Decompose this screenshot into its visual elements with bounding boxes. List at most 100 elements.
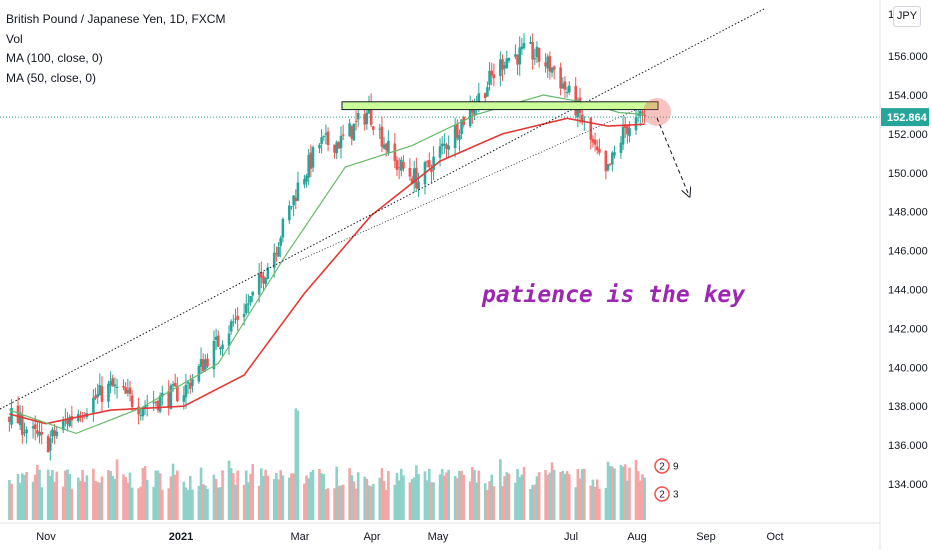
candle-body bbox=[8, 416, 11, 422]
ma100-line[interactable] bbox=[9, 117, 645, 425]
candle-body bbox=[477, 93, 481, 104]
volume-bar bbox=[167, 488, 171, 520]
volume-bar bbox=[145, 479, 149, 520]
candle-body bbox=[281, 219, 285, 238]
candle-body bbox=[167, 390, 171, 407]
candle-body bbox=[232, 321, 235, 323]
volume-bar bbox=[107, 470, 110, 520]
volume-bar bbox=[324, 489, 328, 520]
volume-bar bbox=[21, 473, 24, 520]
volume-bar bbox=[593, 486, 597, 520]
candle-body bbox=[113, 384, 117, 387]
candle-body bbox=[38, 431, 41, 436]
event-flag-icon[interactable] bbox=[654, 458, 670, 474]
volume-bar bbox=[156, 470, 160, 520]
volume-bar bbox=[94, 481, 97, 520]
candle-body bbox=[606, 164, 610, 171]
volume-bar bbox=[438, 474, 442, 520]
symbol-title[interactable]: British Pound / Japanese Yen, 1D, FXCM bbox=[6, 12, 226, 26]
event-flag-icon[interactable] bbox=[654, 486, 670, 502]
trend-line[interactable] bbox=[0, 8, 765, 410]
volume-bar bbox=[66, 469, 69, 520]
candle-body bbox=[100, 386, 104, 402]
candle-body bbox=[124, 387, 127, 394]
candle-body bbox=[499, 59, 502, 77]
ma100-indicator-label[interactable]: MA (100, close, 0) bbox=[6, 51, 103, 65]
volume-bar bbox=[186, 489, 190, 520]
volume-bar bbox=[311, 469, 315, 520]
candle-body bbox=[410, 178, 414, 185]
resistance-zone[interactable] bbox=[341, 101, 659, 111]
candle-body bbox=[634, 117, 638, 131]
candle-body bbox=[550, 68, 554, 73]
candle-body bbox=[98, 385, 102, 396]
candle-body bbox=[322, 135, 326, 137]
candle-body bbox=[141, 409, 145, 417]
volume-bar bbox=[279, 470, 283, 520]
volume-bar bbox=[141, 468, 145, 520]
candle-body bbox=[563, 81, 567, 90]
volume-bar bbox=[264, 469, 267, 520]
currency-button[interactable]: JPY bbox=[893, 6, 921, 27]
volume-bar bbox=[115, 459, 119, 520]
volume-bar bbox=[257, 485, 261, 520]
volume-bar bbox=[309, 471, 313, 520]
volume-bar bbox=[380, 468, 384, 520]
time-tick-label: May bbox=[428, 531, 449, 543]
volume-bar bbox=[137, 488, 140, 520]
volume-bar bbox=[412, 477, 416, 520]
candle-body bbox=[279, 237, 283, 246]
volume-bar bbox=[333, 488, 336, 520]
volume-bar bbox=[574, 487, 578, 520]
candle-body bbox=[191, 379, 194, 386]
candle-body bbox=[430, 169, 433, 172]
annotation-text[interactable]: patience is the key bbox=[482, 282, 746, 308]
candle-body bbox=[598, 148, 601, 153]
candle-body bbox=[611, 152, 614, 165]
candle-body bbox=[628, 127, 631, 137]
candle-body bbox=[417, 181, 420, 190]
candle-body bbox=[501, 59, 504, 70]
volume-bar bbox=[576, 468, 580, 520]
volume-bar bbox=[337, 485, 341, 520]
volume-bar bbox=[458, 470, 461, 520]
volume-bar bbox=[275, 473, 278, 520]
volume-bar bbox=[611, 466, 614, 520]
candle-body bbox=[126, 390, 130, 393]
chart-legend: British Pound / Japanese Yen, 1D, FXCM V… bbox=[6, 10, 225, 88]
candle-body bbox=[262, 276, 265, 284]
ma50-line[interactable] bbox=[9, 94, 645, 435]
candle-body bbox=[204, 359, 207, 370]
candle-body bbox=[589, 117, 593, 140]
volume-bar bbox=[561, 470, 565, 520]
highlight-circle[interactable] bbox=[643, 98, 671, 126]
projection-arrow[interactable] bbox=[656, 117, 688, 193]
volume-bar bbox=[490, 474, 494, 520]
candle-body bbox=[275, 253, 278, 255]
volume-bar bbox=[507, 473, 511, 520]
candle-body bbox=[173, 382, 177, 387]
price-tick-label: 144.000 bbox=[888, 285, 928, 297]
candle-body bbox=[305, 175, 308, 182]
volume-bar bbox=[365, 478, 369, 520]
time-tick-label: Aug bbox=[627, 531, 647, 543]
moving-averages bbox=[9, 94, 645, 435]
volume-bar bbox=[565, 471, 569, 520]
volume-bar bbox=[262, 476, 265, 520]
volume-bar bbox=[23, 474, 26, 520]
candle-body bbox=[531, 42, 534, 60]
last-price-tag bbox=[881, 108, 929, 127]
volume-bar bbox=[266, 475, 270, 520]
volume-bar bbox=[322, 474, 326, 520]
candle-body bbox=[593, 139, 597, 145]
volume-bar bbox=[567, 474, 571, 520]
ma50-indicator-label[interactable]: MA (50, close, 0) bbox=[6, 70, 97, 85]
candle-body bbox=[468, 106, 472, 127]
candle-body bbox=[122, 385, 125, 388]
volume-bar bbox=[408, 482, 412, 520]
volume-bar bbox=[363, 476, 366, 520]
support-line[interactable] bbox=[299, 107, 641, 261]
volume-indicator-label[interactable]: Vol bbox=[6, 31, 23, 46]
